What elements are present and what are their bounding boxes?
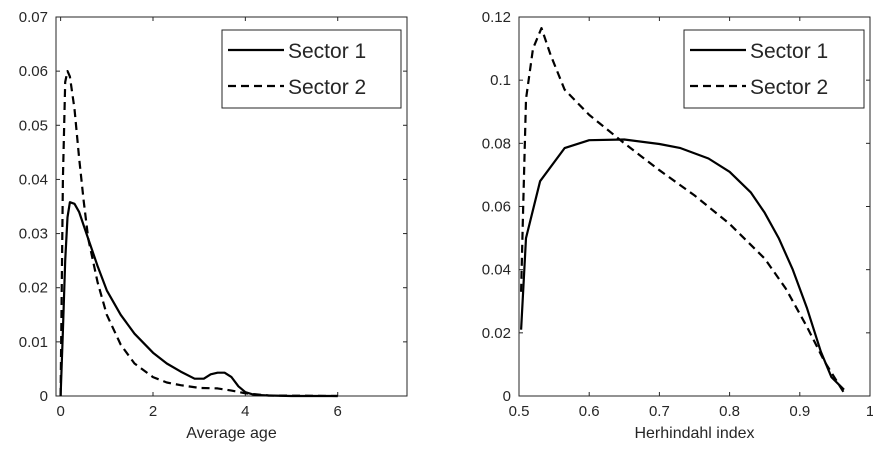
x-tick-label: 1	[866, 403, 873, 420]
series-line-sector-2	[59, 70, 338, 398]
x-axis-label: Average age	[186, 425, 277, 442]
y-tick-label: 0.01	[19, 334, 48, 351]
y-tick-label: 0.05	[19, 117, 48, 134]
y-tick-label: 0.04	[482, 262, 511, 279]
x-tick-label: 0.7	[649, 403, 670, 420]
y-tick-label: 0.06	[482, 199, 511, 216]
series-line-sector-1	[520, 138, 845, 391]
y-tick-label: 0.06	[19, 63, 48, 80]
legend-label: Sector 2	[288, 76, 366, 99]
x-tick-label: 0.8	[719, 403, 740, 420]
y-tick-label: 0.03	[19, 226, 48, 243]
axes-frame	[55, 16, 408, 397]
x-tick-label: 0.9	[789, 403, 810, 420]
x-tick-label: 6	[334, 403, 342, 420]
series-line-sector-2	[520, 27, 845, 394]
legend-label: Sector 2	[750, 76, 828, 99]
y-tick-label: 0.02	[19, 280, 48, 297]
right-chart-panel: 0.5 0.6 0.7 0.8 0.9 1 0 0.02 0.04 0.06 0.08 0.1 0.12…	[482, 9, 873, 442]
y-tick-label: 0	[503, 388, 511, 405]
legend-label: Sector 1	[288, 40, 366, 63]
legend-label: Sector 1	[750, 40, 828, 63]
x-tick-label: 2	[149, 403, 157, 420]
x-tick-label: 0.5	[509, 403, 530, 420]
left-chart-panel: 0 2 4 6 0 0.01 0.02 0.03 0.04 0.05 0.06 0.07 Average…	[19, 9, 408, 442]
y-tick-label: 0.12	[482, 9, 511, 26]
y-tick-label: 0.08	[482, 135, 511, 152]
x-axis-label: Herhindahl index	[634, 425, 754, 442]
x-tick-label: 4	[241, 403, 249, 420]
y-tick-label: 0	[40, 388, 48, 405]
legend-box	[221, 29, 402, 109]
y-tick-label: 0.02	[482, 325, 511, 342]
y-tick-label: 0.07	[19, 9, 48, 26]
legend-box	[683, 29, 865, 109]
x-tick-label: 0	[56, 403, 64, 420]
y-tick-label: 0.1	[490, 72, 511, 89]
x-tick-label: 0.6	[579, 403, 600, 420]
y-tick-label: 0.04	[19, 171, 48, 188]
series-line-sector-1	[59, 201, 338, 398]
